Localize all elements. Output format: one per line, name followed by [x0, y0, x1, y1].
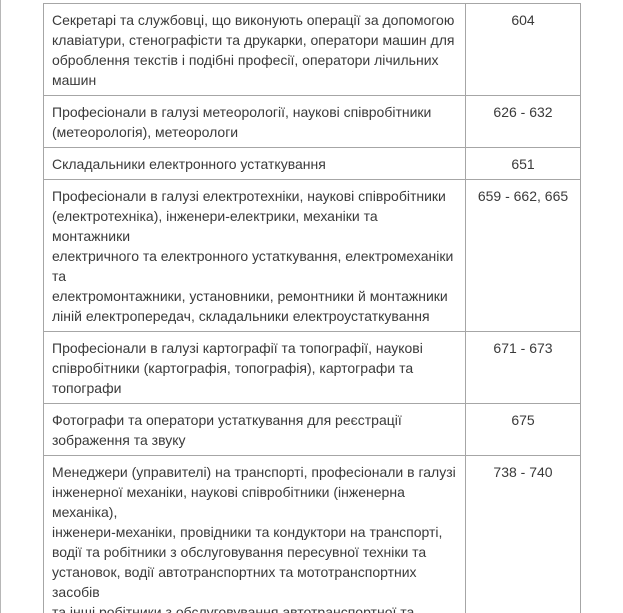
occupation-description: Фотографи та оператори устаткування для …	[43, 403, 466, 456]
table-row: Професіонали в галузі електротехніки, на…	[43, 179, 581, 332]
occupation-code: 659 - 662, 665	[465, 179, 581, 332]
occupation-code: 626 - 632	[465, 95, 581, 148]
occupation-description: Професіонали в галузі метеорології, наук…	[43, 95, 466, 148]
occupation-code: 675	[465, 403, 581, 456]
occupation-description: Професіонали в галузі картографії та топ…	[43, 331, 466, 404]
table-row: Професіонали в галузі метеорології, наук…	[43, 95, 581, 148]
occupation-code: 604	[465, 3, 581, 96]
table-row: Фотографи та оператори устаткування для …	[43, 403, 581, 456]
table-row: Складальники електронного устаткування 6…	[43, 147, 581, 180]
occupation-code: 671 - 673	[465, 331, 581, 404]
occupation-code: 738 - 740	[465, 455, 581, 613]
occupation-description: Складальники електронного устаткування	[43, 147, 466, 180]
table-row: Менеджери (управителі) на транспорті, пр…	[43, 455, 581, 613]
occupation-description: Секретарі та службовці, що виконують опе…	[43, 3, 466, 96]
occupation-description: Професіонали в галузі електротехніки, на…	[43, 179, 466, 332]
occupation-description: Менеджери (управителі) на транспорті, пр…	[43, 455, 466, 613]
occupations-table: Секретарі та службовці, що виконують опе…	[43, 3, 581, 613]
left-edge-line	[0, 0, 1, 613]
occupations-table-container: Секретарі та службовці, що виконують опе…	[43, 3, 583, 613]
table-row: Професіонали в галузі картографії та топ…	[43, 331, 581, 404]
occupation-code: 651	[465, 147, 581, 180]
table-row: Секретарі та службовці, що виконують опе…	[43, 3, 581, 96]
